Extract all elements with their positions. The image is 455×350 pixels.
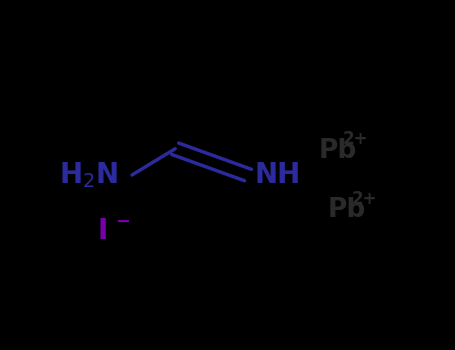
Text: I: I [98, 217, 108, 245]
Text: −: − [115, 213, 130, 231]
Text: Pb: Pb [318, 138, 357, 163]
Text: Pb: Pb [328, 197, 366, 223]
Text: 2+: 2+ [342, 130, 368, 148]
Text: 2+: 2+ [351, 190, 377, 208]
Text: NH: NH [255, 161, 301, 189]
Text: H$_2$N: H$_2$N [59, 160, 118, 190]
